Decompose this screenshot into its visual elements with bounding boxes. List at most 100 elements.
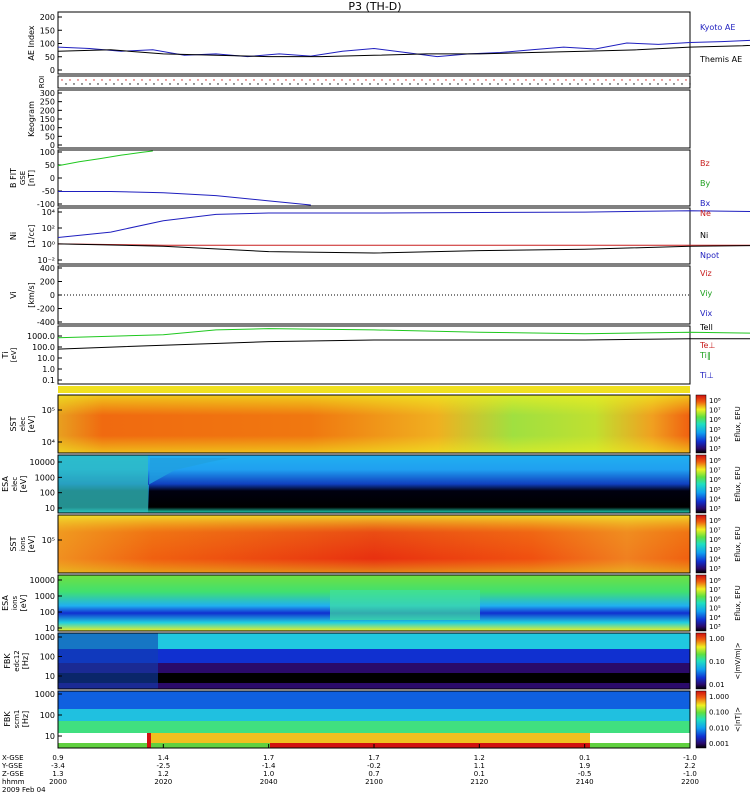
panel-bfit-lines [57, 150, 311, 206]
legend-bx: Bx [700, 199, 710, 208]
spec-fbk-scm1-spike [147, 733, 151, 748]
series-line-ne [57, 243, 750, 246]
colorbar-sst_e [695, 394, 707, 454]
roi-dot [389, 79, 391, 81]
panel-bfit-ylabel: B FIT [9, 168, 18, 188]
spec-fbk-scm1-mid [58, 709, 690, 721]
panel-sst-elec-ylabel-3: [eV] [27, 416, 36, 433]
x-axis-row-label: Y-GSE [1, 762, 23, 770]
x-tick-z: -0.5 [578, 770, 592, 778]
roi-dot [557, 79, 559, 81]
roi-dot [469, 79, 471, 81]
x-tick-y: 1.9 [579, 762, 590, 770]
roi-dot [357, 79, 359, 81]
roi-dot [429, 79, 431, 81]
roi-dot [289, 83, 291, 85]
roi-dot [317, 79, 319, 81]
colorbar-label: 10⁸ [709, 397, 721, 405]
x-tick-x: 1.7 [263, 754, 274, 762]
x-tick-y: -0.2 [367, 762, 381, 770]
panel-ni-frame [57, 207, 691, 265]
spec-fbk-edc12-base [58, 683, 690, 689]
panel-fbk-scm1-ylabel: FBK [3, 711, 12, 727]
roi-dot [393, 83, 395, 85]
spec-fbk-scm1-red [270, 743, 590, 748]
colorbar-label: 10⁴ [709, 614, 721, 622]
y-tick-label: 100 [40, 608, 55, 617]
panel-ni-ylabel-2: [1/cc] [27, 225, 36, 248]
roi-dot [537, 83, 539, 85]
roi-dot [365, 79, 367, 81]
colorbar-title: Eflux, EFU [734, 406, 742, 441]
y-tick-label: 50 [45, 132, 55, 141]
colorbar-label: 10⁷ [709, 407, 721, 415]
roi-dot [665, 83, 667, 85]
y-tick-label: 1.0 [42, 365, 55, 374]
series-line-ni [57, 243, 750, 254]
legend-vix: Vix [700, 309, 713, 318]
y-tick-label: 250 [40, 98, 55, 107]
y-tick-label: 200 [40, 13, 55, 22]
roi-dot [553, 83, 555, 85]
roi-dot [477, 79, 479, 81]
roi-dot [565, 79, 567, 81]
series-line-kyoto-ae [57, 39, 750, 58]
colorbar-label: 0.100 [709, 709, 729, 717]
colorbar-title: <|nT|> [734, 707, 742, 732]
x-tick-t: 2100 [365, 778, 383, 786]
panel-ae-frame [57, 11, 691, 75]
panel-ae-ticks: 200 150 100 50 0 [40, 13, 62, 75]
roi-dot [489, 83, 491, 85]
x-tick-z: 0.1 [474, 770, 485, 778]
spec-sst-ions-overlay [58, 515, 690, 573]
panel-sst-ions-frame [57, 514, 691, 574]
colorbar-label: 10⁷ [709, 586, 721, 594]
roi-dot [625, 83, 627, 85]
roi-dot [85, 79, 87, 81]
legend-themis-ae: Themis AE [699, 55, 742, 64]
colorbar-title: <|mV/m|> [734, 642, 742, 679]
roi-dot [377, 83, 379, 85]
roi-dot [517, 79, 519, 81]
roi-dot [657, 83, 659, 85]
figure-title: P3 (TH-D) [348, 0, 401, 13]
roi-dot [269, 79, 271, 81]
roi-dot [681, 83, 683, 85]
colorbar-title: Eflux, EFU [734, 526, 742, 561]
roi-dot [101, 79, 103, 81]
roi-dot [525, 79, 527, 81]
roi-dot [309, 79, 311, 81]
y-tick-label: 200 [40, 106, 55, 115]
colorbar-label: 10⁶ [709, 476, 721, 484]
x-axis-row-label: Z-GSE [2, 770, 24, 778]
roi-dot [225, 83, 227, 85]
colorbar-label: 10³ [709, 505, 721, 513]
roi-dot [605, 79, 607, 81]
roi-dot [661, 79, 663, 81]
roi-dot [121, 83, 123, 85]
x-tick-x: -1.0 [683, 754, 697, 762]
colorbar-title: Eflux, EFU [734, 585, 742, 620]
legend-tipar: Ti‖ [699, 351, 711, 360]
colorbar-label: 10⁷ [709, 527, 721, 535]
roi-dot [613, 79, 615, 81]
spec-esa-elec-early [58, 455, 148, 513]
panel-sst-ions-ylabel-3: [eV] [27, 536, 36, 553]
series-line-ti- [57, 328, 750, 339]
roi-dot [193, 83, 195, 85]
roi-dot [141, 79, 143, 81]
roi-dot [249, 83, 251, 85]
panel-fbk-edc12-ylabel-2: edc12 [13, 650, 21, 672]
panel-ni-ylabel: Ni [9, 232, 18, 240]
roi-dot [373, 79, 375, 81]
roi-dot [173, 79, 175, 81]
panel-fbk-scm1-ticks: 1000 100 10 [35, 690, 62, 741]
y-tick-label: 10 [45, 504, 55, 513]
roi-dot [137, 83, 139, 85]
colorbar-label: 10⁶ [709, 416, 721, 424]
roi-dot [77, 79, 79, 81]
roi-dot [353, 83, 355, 85]
panel-ni: 10⁴ 10² 10⁰ 10⁻² Ni [1/cc] Ne Ni Npot [9, 207, 750, 265]
